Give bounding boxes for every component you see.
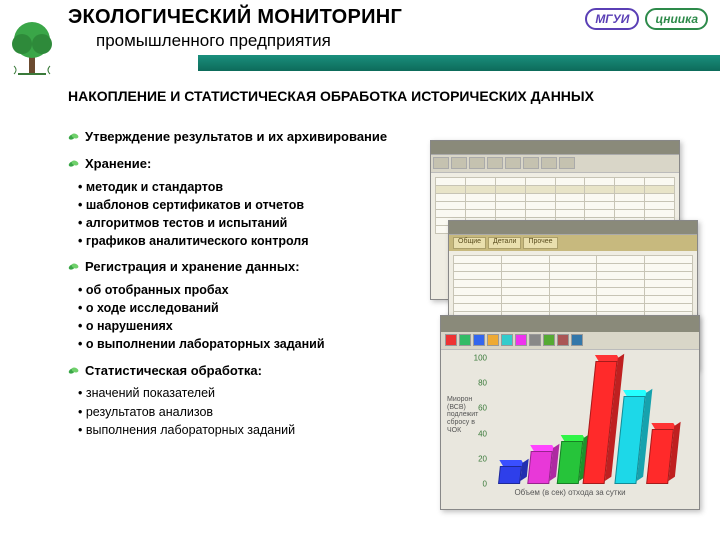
tab: Общие bbox=[453, 237, 486, 249]
section-title: НАКОПЛЕНИЕ И СТАТИСТИЧЕСКАЯ ОБРАБОТКА ИС… bbox=[68, 88, 594, 104]
chart-bar bbox=[557, 441, 584, 484]
tree-icon bbox=[8, 18, 56, 78]
chart-bar bbox=[583, 361, 618, 484]
logo-group: МГУИ цниика bbox=[585, 8, 708, 30]
title-block: ЭКОЛОГИЧЕСКИЙ МОНИТОРИНГ промышленного п… bbox=[68, 6, 402, 51]
page-title-sub: промышленного предприятия bbox=[96, 31, 402, 51]
content: Утверждение результатов и их архивирован… bbox=[68, 120, 438, 445]
chart-bar bbox=[527, 451, 552, 484]
bullet-1-text: Утверждение результатов и их архивирован… bbox=[85, 129, 387, 144]
screenshot-body bbox=[449, 251, 697, 324]
titlebar bbox=[449, 221, 697, 235]
decor-bar bbox=[198, 55, 720, 71]
tab: Детали bbox=[488, 237, 521, 249]
leaf-icon bbox=[68, 365, 79, 376]
tab: Прочее bbox=[523, 237, 557, 249]
chart-area: 020406080100 bbox=[491, 358, 689, 484]
leaf-icon bbox=[68, 158, 79, 169]
header: ЭКОЛОГИЧЕСКИЙ МОНИТОРИНГ промышленного п… bbox=[0, 0, 720, 75]
leaf-icon bbox=[68, 261, 79, 272]
bullet-2: Хранение: bbox=[68, 155, 438, 174]
chart-x-caption: Объем (в сек) отхода за сутки bbox=[441, 488, 699, 497]
list-item: шаблонов сертификатов и отчетов bbox=[78, 196, 438, 214]
logo-mgu: МГУИ bbox=[585, 8, 639, 30]
chart-bar bbox=[498, 466, 522, 484]
bullet-2-text: Хранение: bbox=[85, 156, 151, 171]
page-title-main: ЭКОЛОГИЧЕСКИЙ МОНИТОРИНГ bbox=[68, 6, 402, 29]
register-list: об отобранных пробах о ходе исследований… bbox=[78, 281, 438, 354]
chart-toolbar bbox=[441, 332, 699, 350]
list-item: методик и стандартов bbox=[78, 178, 438, 196]
mini-table bbox=[453, 255, 693, 320]
logo-cniika: цниика bbox=[645, 8, 708, 30]
storage-list: методик и стандартов шаблонов сертификат… bbox=[78, 178, 438, 251]
list-item: об отобранных пробах bbox=[78, 281, 438, 299]
list-item: алгоритмов тестов и испытаний bbox=[78, 214, 438, 232]
stat-list: значений показателей результатов анализо… bbox=[78, 384, 438, 438]
list-item: о выполнении лабораторных заданий bbox=[78, 335, 438, 353]
list-item: графиков аналитического контроля bbox=[78, 232, 438, 250]
list-item: о нарушениях bbox=[78, 317, 438, 335]
bullet-3: Регистрация и хранение данных: bbox=[68, 258, 438, 277]
tabs: Общие Детали Прочее bbox=[449, 235, 697, 251]
list-item: о ходе исследований bbox=[78, 299, 438, 317]
list-item: значений показателей bbox=[78, 384, 438, 402]
bullet-1: Утверждение результатов и их архивирован… bbox=[68, 128, 438, 147]
chart-yaxis: 020406080100 bbox=[459, 358, 489, 484]
list-item: результатов анализов bbox=[78, 403, 438, 421]
titlebar bbox=[431, 141, 679, 155]
bullet-4: Статистическая обработка: bbox=[68, 362, 438, 381]
leaf-icon bbox=[68, 131, 79, 142]
list-item: выполнения лабораторных заданий bbox=[78, 421, 438, 439]
chart-bar bbox=[646, 429, 674, 484]
toolbar bbox=[431, 155, 679, 173]
chart-bar bbox=[614, 396, 645, 484]
chart-titlebar bbox=[441, 316, 699, 332]
bullet-4-text: Статистическая обработка: bbox=[85, 363, 262, 378]
chart-window: Миорон (ВСВ) подлежит сбросу в ЧОК 02040… bbox=[440, 315, 700, 510]
bullet-3-text: Регистрация и хранение данных: bbox=[85, 259, 300, 274]
